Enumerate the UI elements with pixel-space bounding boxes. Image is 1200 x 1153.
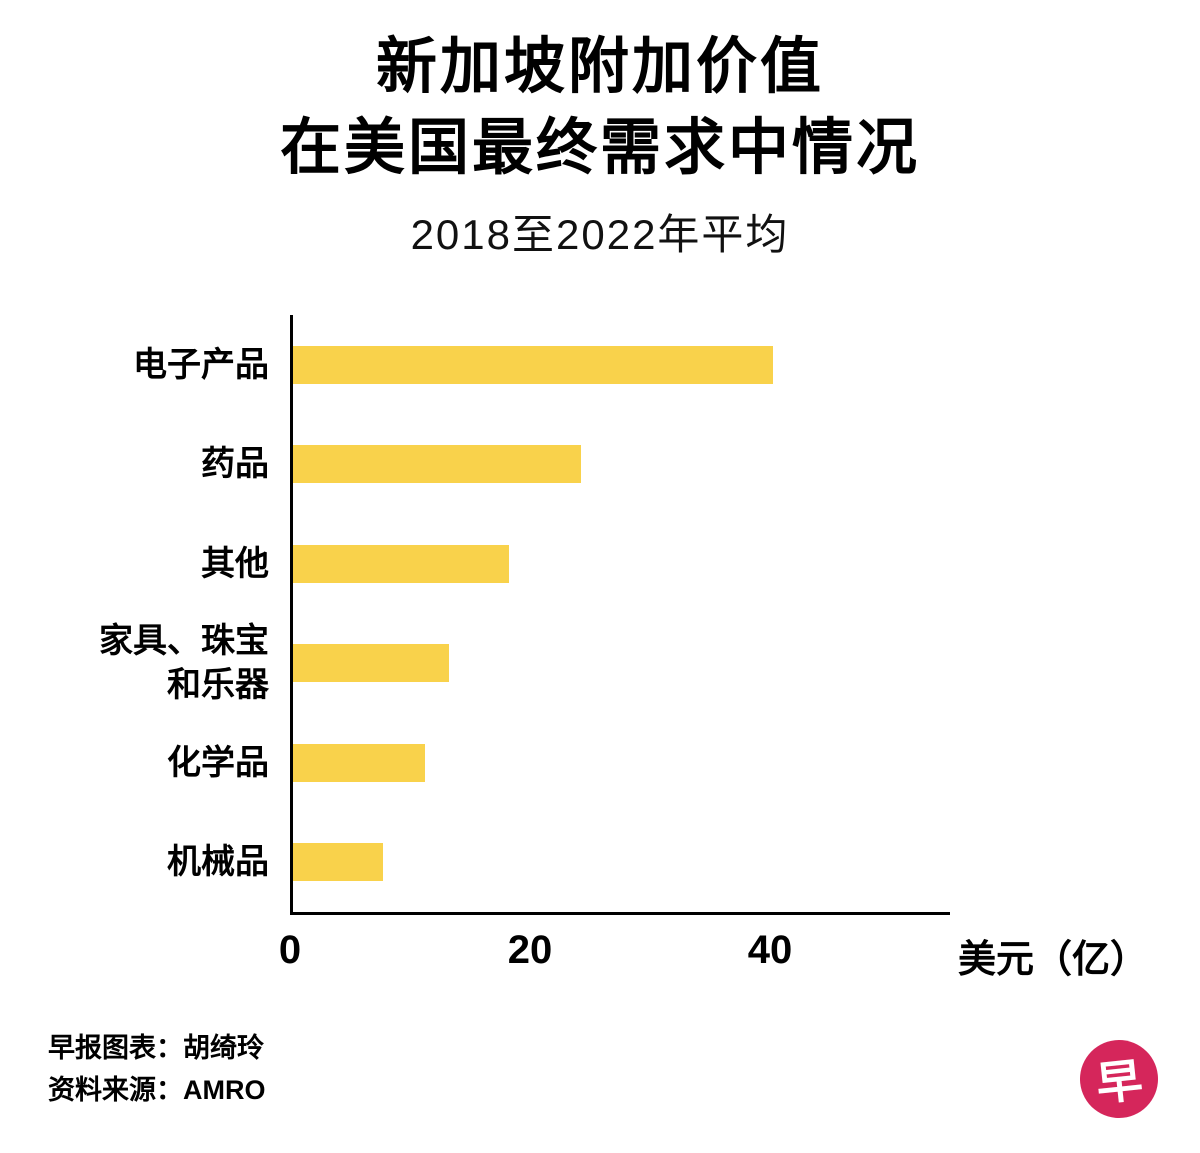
chart-credit: 早报图表：胡绮玲 xyxy=(48,1033,264,1063)
bar xyxy=(293,544,509,583)
x-axis: 美元（亿） 0 20 40 xyxy=(279,918,1148,981)
chart-row: 药品 xyxy=(201,415,950,515)
bar xyxy=(293,743,425,782)
plot-area: 电子产品药品其他家具、珠宝 和乐器化学品机械品 xyxy=(99,315,950,915)
category-label: 家具、珠宝 和乐器 xyxy=(99,622,269,705)
bar xyxy=(293,644,449,683)
x-tick-label: 0 xyxy=(278,928,302,972)
chart-row: 其他 xyxy=(201,514,950,614)
category-label: 化学品 xyxy=(167,743,269,782)
chart-row: 电子产品 xyxy=(133,315,950,415)
zaobao-logo: 早 xyxy=(1076,1036,1162,1122)
category-label: 其他 xyxy=(201,544,269,583)
chart-row: 机械品 xyxy=(167,813,950,913)
chart-title: 新加坡附加价值 在美国最终需求中情况 xyxy=(0,26,1200,187)
chart-title-line2: 在美国最终需求中情况 xyxy=(279,112,920,181)
category-label: 药品 xyxy=(201,445,269,484)
zaobao-logo-char: 早 xyxy=(1093,1053,1145,1111)
chart-subtitle: 2018至2022年平均 xyxy=(410,211,790,259)
chart-row: 家具、珠宝 和乐器 xyxy=(99,614,950,714)
x-tick-label: 40 xyxy=(747,928,793,972)
category-label: 机械品 xyxy=(167,843,269,882)
category-label: 电子产品 xyxy=(133,345,269,384)
x-axis-unit-label: 美元（亿） xyxy=(958,939,1149,981)
bar xyxy=(293,345,773,384)
bar xyxy=(293,445,581,484)
chart-title-line1: 新加坡附加价值 xyxy=(375,32,824,100)
footer-credits: 早报图表：胡绮玲 资料来源：AMRO xyxy=(48,1028,266,1112)
bar-chart: 电子产品药品其他家具、珠宝 和乐器化学品机械品 美元（亿） 0 20 40 xyxy=(0,315,1200,981)
data-source: 资料来源：AMRO xyxy=(48,1074,266,1105)
chart-header: 新加坡附加价值 在美国最终需求中情况 2018至2022年平均 xyxy=(0,26,1200,262)
x-tick-label: 20 xyxy=(507,928,553,972)
bar xyxy=(293,843,383,882)
chart-row: 化学品 xyxy=(167,713,950,813)
